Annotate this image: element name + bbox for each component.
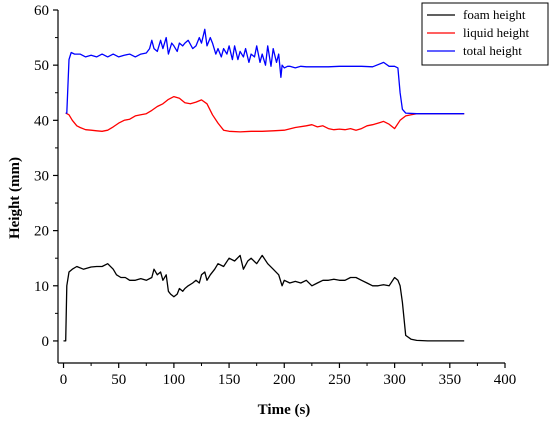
y-tick-label: 40 [34,113,49,129]
x-tick-label: 350 [439,372,462,388]
legend-label-liquid-height: liquid height [463,25,529,40]
y-tick-label: 20 [34,224,49,240]
y-axis-ticks: 0 10 20 30 40 50 60 [34,3,58,350]
x-tick-label: 200 [273,372,296,388]
legend-box [421,2,549,66]
series-line-total-height [65,28,465,115]
x-tick-label: 400 [494,372,517,388]
series-lines [63,28,465,342]
legend: foam height liquid height total height [421,2,549,66]
legend-label-foam-height: foam height [463,7,526,22]
x-tick-label: 0 [60,372,68,388]
series-line-liquid-height [65,95,465,133]
y-tick-label: 50 [34,58,49,74]
y-tick-label: 30 [34,168,49,184]
x-tick-label: 50 [111,372,126,388]
x-tick-label: 100 [163,372,186,388]
y-tick-label: 0 [42,334,50,350]
x-tick-label: 300 [383,372,406,388]
y-axis-title: Height (mm) [7,157,23,239]
x-tick-label: 250 [328,372,351,388]
x-axis-ticks: 0 50 100 150 200 250 300 350 400 [60,363,516,388]
x-tick-label: 150 [218,372,241,388]
series-line-foam-height [63,254,465,342]
y-tick-label: 10 [34,279,49,295]
legend-label-total-height: total height [463,43,522,58]
x-axis-title: Time (s) [258,402,311,418]
axes [57,10,505,364]
y-tick-label: 60 [34,3,49,19]
